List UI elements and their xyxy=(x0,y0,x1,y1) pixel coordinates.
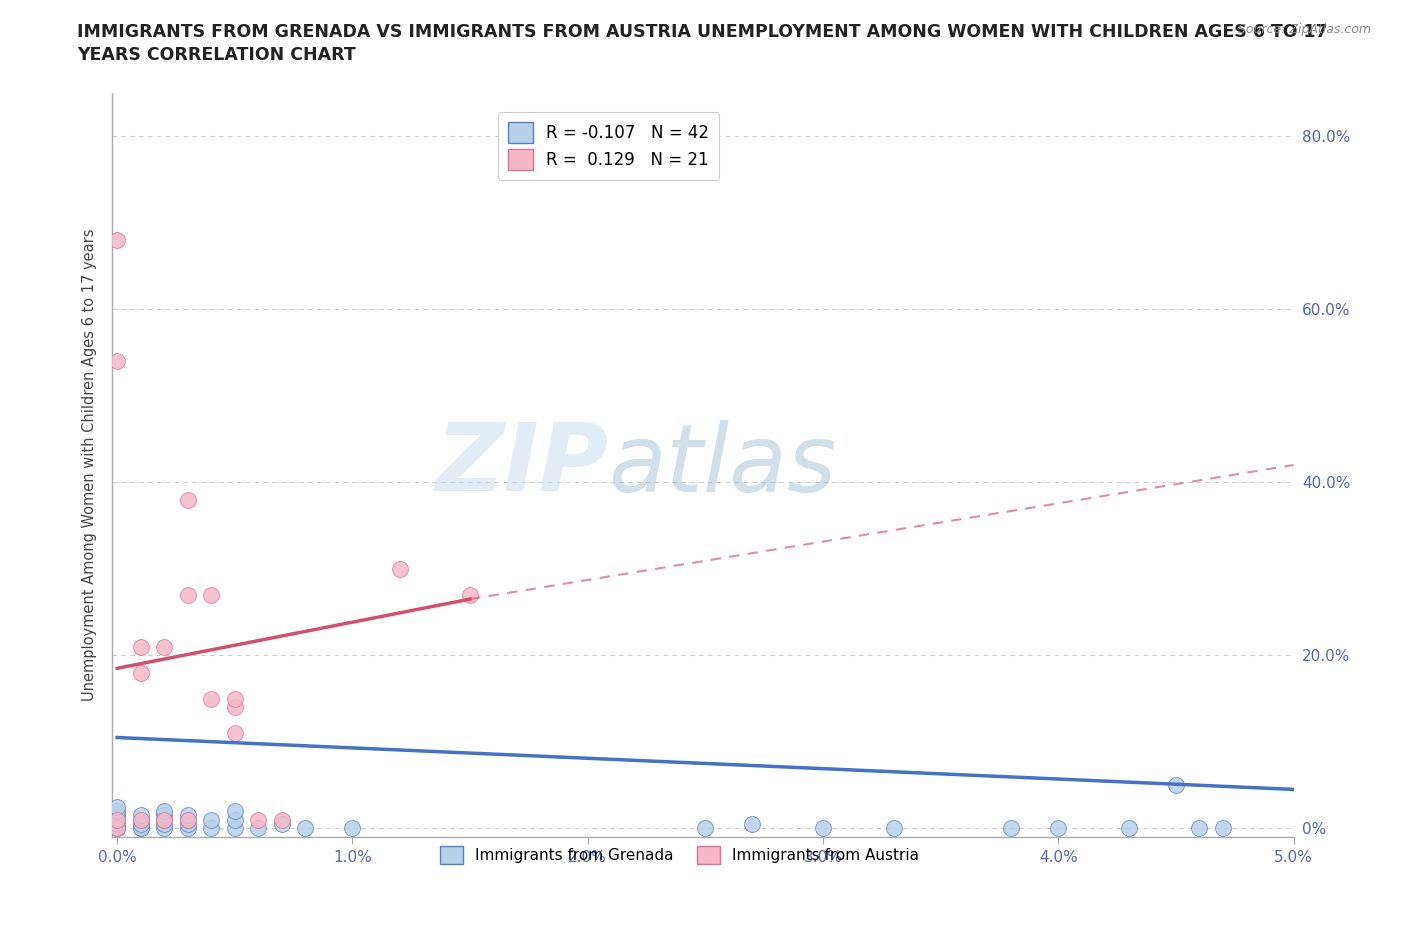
Text: atlas: atlas xyxy=(609,419,837,511)
Point xyxy=(247,821,270,836)
Point xyxy=(247,812,270,827)
Point xyxy=(200,691,222,706)
Point xyxy=(153,821,176,836)
Point xyxy=(1000,821,1022,836)
Point xyxy=(883,821,905,836)
Point xyxy=(811,821,834,836)
Point xyxy=(129,639,152,654)
Point xyxy=(177,817,200,831)
Point xyxy=(153,808,176,823)
Point xyxy=(200,812,222,827)
Text: YEARS CORRELATION CHART: YEARS CORRELATION CHART xyxy=(77,46,356,64)
Point xyxy=(270,817,292,831)
Point xyxy=(105,821,128,836)
Point xyxy=(105,812,128,827)
Point xyxy=(342,821,364,836)
Point xyxy=(153,804,176,818)
Point xyxy=(270,812,292,827)
Point xyxy=(1118,821,1140,836)
Point xyxy=(741,817,763,831)
Point xyxy=(105,799,128,814)
Point xyxy=(294,821,316,836)
Point xyxy=(1164,777,1187,792)
Point xyxy=(105,817,128,831)
Point xyxy=(153,817,176,831)
Point xyxy=(105,353,128,368)
Point xyxy=(105,821,128,836)
Point xyxy=(1047,821,1070,836)
Point xyxy=(177,812,200,827)
Point xyxy=(224,699,246,714)
Legend: Immigrants from Grenada, Immigrants from Austria: Immigrants from Grenada, Immigrants from… xyxy=(434,840,925,870)
Point xyxy=(105,821,128,836)
Point xyxy=(224,812,246,827)
Point xyxy=(129,808,152,823)
Text: IMMIGRANTS FROM GRENADA VS IMMIGRANTS FROM AUSTRIA UNEMPLOYMENT AMONG WOMEN WITH: IMMIGRANTS FROM GRENADA VS IMMIGRANTS FR… xyxy=(77,23,1327,41)
Point xyxy=(129,821,152,836)
Point xyxy=(177,588,200,603)
Text: Source: ZipAtlas.com: Source: ZipAtlas.com xyxy=(1237,23,1371,36)
Point xyxy=(177,812,200,827)
Point xyxy=(105,232,128,247)
Y-axis label: Unemployment Among Women with Children Ages 6 to 17 years: Unemployment Among Women with Children A… xyxy=(82,229,97,701)
Point xyxy=(224,804,246,818)
Text: ZIP: ZIP xyxy=(436,419,609,511)
Point xyxy=(153,812,176,827)
Point xyxy=(105,808,128,823)
Point xyxy=(224,691,246,706)
Point xyxy=(129,821,152,836)
Point xyxy=(177,821,200,836)
Point xyxy=(153,812,176,827)
Point xyxy=(224,821,246,836)
Point xyxy=(177,808,200,823)
Point xyxy=(105,812,128,827)
Point xyxy=(200,588,222,603)
Point xyxy=(224,725,246,740)
Point xyxy=(695,821,717,836)
Point xyxy=(177,492,200,507)
Point xyxy=(458,588,481,603)
Point xyxy=(129,812,152,827)
Point xyxy=(129,665,152,680)
Point xyxy=(105,821,128,836)
Point xyxy=(388,562,411,577)
Point xyxy=(1188,821,1211,836)
Point xyxy=(200,821,222,836)
Point xyxy=(129,817,152,831)
Point xyxy=(1212,821,1234,836)
Point xyxy=(105,804,128,818)
Point xyxy=(129,812,152,827)
Point xyxy=(105,821,128,836)
Point xyxy=(153,639,176,654)
